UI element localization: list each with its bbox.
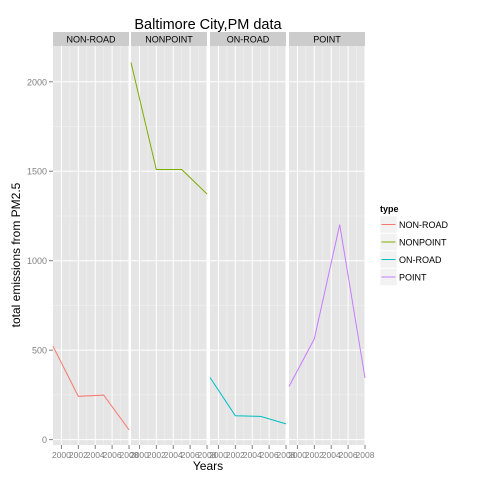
facet-strip (131, 32, 207, 46)
panel-background (131, 46, 207, 445)
chart-title: Baltimore City,PM data (134, 17, 282, 33)
facet-strip-label: POINT (313, 35, 341, 45)
x-tick-label: 2000 (52, 450, 71, 460)
legend-label: NONPOINT (399, 238, 447, 248)
y-axis-label: total emissions from PM2.5 (9, 182, 23, 327)
legend-entry: NONPOINT (379, 233, 447, 251)
y-tick-label: 1000 (27, 256, 47, 266)
panel-background (53, 46, 129, 445)
legend-label: POINT (399, 273, 427, 283)
x-tick-label: 2002 (147, 450, 166, 460)
x-tick-label: 2002 (226, 450, 245, 460)
x-tick-label: 2000 (130, 450, 149, 460)
series-line-non-road (52, 345, 130, 431)
facet-strip (289, 32, 365, 46)
panel-background (210, 46, 286, 445)
x-axis-label: Years (193, 459, 223, 473)
x-tick-label: 2002 (305, 450, 324, 460)
facet-strip-label: NONPOINT (145, 35, 193, 45)
x-tick-label: 2004 (322, 450, 341, 460)
legend-entry: POINT (379, 268, 427, 286)
x-tick-label: 2008 (198, 450, 217, 460)
x-tick-label: 2004 (86, 450, 105, 460)
x-tick-label: 2000 (288, 450, 307, 460)
x-tick-label: 2008 (356, 450, 375, 460)
x-tick-label: 2008 (277, 450, 296, 460)
y-tick-label: 2000 (27, 77, 47, 87)
series-line-point (288, 224, 366, 387)
legend-label: ON-ROAD (399, 255, 442, 265)
panel-background (289, 46, 365, 445)
series-line-nonpoint (130, 62, 208, 195)
x-tick-label: 2006 (181, 450, 200, 460)
x-tick-label: 2006 (103, 450, 122, 460)
x-tick-label: 2004 (243, 450, 262, 460)
legend-entry: NON-ROAD (379, 215, 448, 234)
facet-strip (53, 32, 129, 46)
y-tick-label: 1500 (27, 167, 47, 177)
y-tick-label: 500 (32, 346, 47, 356)
y-tick-label: 0 (42, 435, 47, 445)
y-axis: 0 500 1000 1500 2000 (27, 77, 53, 445)
x-tick-label: 2004 (164, 450, 183, 460)
facet-strip-label: NON-ROAD (67, 35, 116, 45)
x-tick-label: 2002 (69, 450, 88, 460)
facets: NON-ROAD20002002200420062008NONPOINT2000… (52, 32, 375, 460)
facet-strip (210, 32, 286, 46)
facet-strip-label: ON-ROAD (227, 35, 270, 45)
legend: type NON-ROAD NONPOINT ON-ROAD POINT (379, 204, 448, 286)
series-line-on-road (209, 377, 287, 425)
x-tick-label: 2006 (260, 450, 279, 460)
legend-entry: ON-ROAD (379, 250, 442, 269)
legend-label: NON-ROAD (399, 220, 448, 230)
legend-title: type (380, 204, 399, 214)
x-tick-label: 2008 (120, 450, 139, 460)
x-tick-label: 2006 (339, 450, 358, 460)
x-tick-label: 2000 (209, 450, 228, 460)
